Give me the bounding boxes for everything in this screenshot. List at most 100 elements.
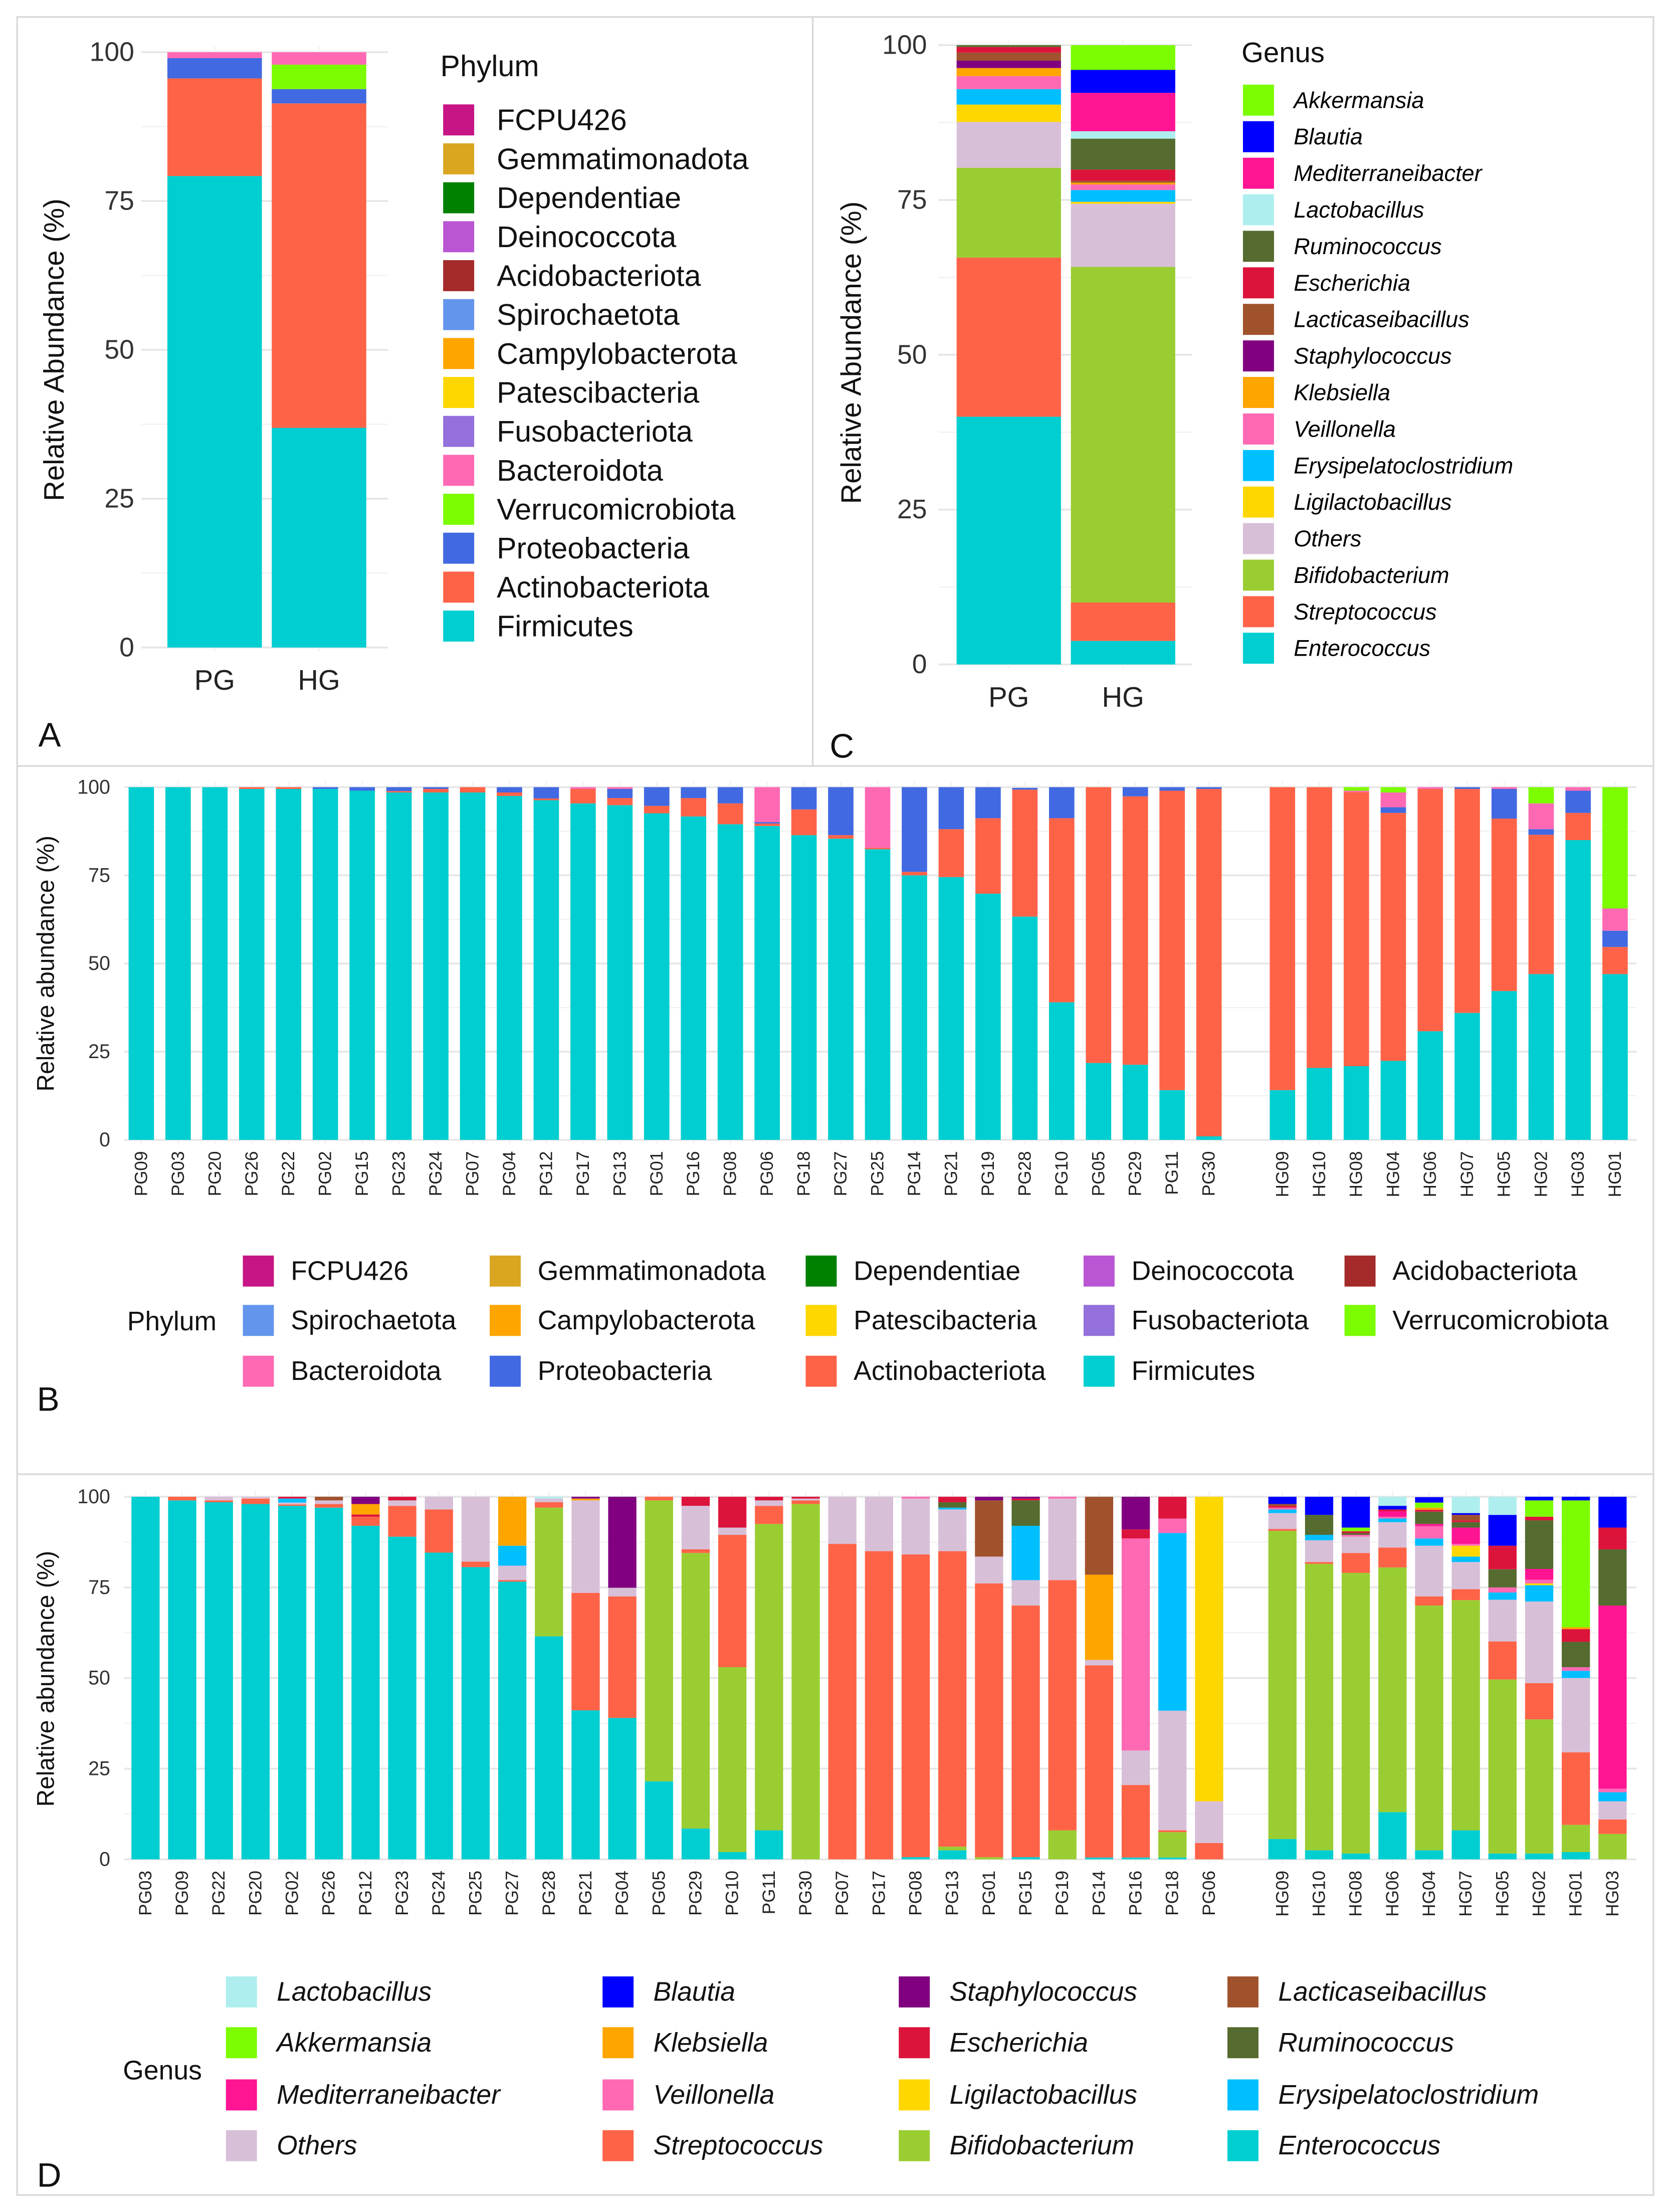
bar-segment-hg02-others: [1525, 1601, 1554, 1683]
bar-segment-hg01-akkermansia: [1562, 1500, 1590, 1628]
legend-key-akkermansia: [226, 2027, 257, 2059]
legend-label: Acidobacteriota: [497, 259, 701, 292]
bar-segment-pg27-actinobacteriota: [828, 835, 854, 839]
x-tick-label: PG25: [466, 1871, 485, 1916]
legend-item-lactobacillus: Lactobacillus: [226, 1976, 432, 2007]
bar-segment-hg02-mediterraneibacter: [1525, 1569, 1554, 1580]
legend-item-patescibacteria: Patescibacteria: [443, 375, 699, 409]
bar-segment-pg18-firmicutes: [791, 835, 817, 1140]
x-tick-label: PG21: [576, 1871, 595, 1916]
bar-segment-hg07-lactobacillus: [1451, 1497, 1480, 1513]
bar-segment-pg18-veillonella: [1158, 1518, 1187, 1533]
bar-segment-hg02-actinobacteriota: [1528, 835, 1554, 974]
bar-segment-pg14-lacticaseibacillus: [1085, 1497, 1114, 1575]
bar-segment-hg-blautia: [1071, 70, 1175, 93]
bar-segment-hg06-blautia: [1378, 1506, 1407, 1510]
bar-segment-pg19-actinobacteriota: [975, 818, 1001, 894]
bar-segment-hg02-bifidobacterium: [1525, 1719, 1554, 1854]
x-tick-label: HG02: [1529, 1871, 1549, 1917]
panel-label-c: C: [829, 727, 854, 765]
x-tick-label: PG22: [279, 1151, 298, 1196]
legend-label: Enterococcus: [1278, 2131, 1440, 2160]
bar-segment-hg09-actinobacteriota: [1270, 787, 1296, 1090]
bar-segment-hg09-bifidobacterium: [1268, 1531, 1297, 1839]
x-tick-label: PG07: [463, 1151, 483, 1196]
bar-segment-pg02-escherichia: [278, 1497, 307, 1499]
legend-key-staphylococcus: [899, 1976, 930, 2007]
bar-segment-hg02-ligilactobacillus: [1525, 1583, 1554, 1585]
bar-segment-hg04-streptococcus: [1415, 1596, 1443, 1606]
bar-segment-hg07-actinobacteriota: [1454, 788, 1480, 1013]
y-tick-label: 75: [88, 1576, 110, 1598]
legend-key-blautia: [602, 1976, 634, 2007]
bar-segment-hg02-ruminococcus: [1525, 1520, 1554, 1569]
bar-segment-hg-lactobacillus: [1071, 131, 1175, 139]
bar-segment-hg07-erysipelatoclostridium: [1451, 1556, 1480, 1562]
bar-segment-pg12-proteobacteria: [533, 787, 559, 798]
x-tick-label: PG16: [1126, 1871, 1146, 1916]
bar-segment-hg07-enterococcus: [1451, 1830, 1480, 1860]
bar-segment-pg18-enterococcus: [1158, 1857, 1187, 1860]
x-tick-label: PG20: [246, 1871, 265, 1916]
x-tick-label: HG10: [1309, 1871, 1329, 1917]
x-tick-label: PG05: [649, 1871, 669, 1916]
legend-item-klebsiella: Klebsiella: [602, 2027, 768, 2059]
x-tick-label: HG04: [1383, 1151, 1403, 1197]
bar-segment-pg19-others: [1048, 1498, 1077, 1580]
bar-segment-hg01-verrucomicrobiota: [1602, 787, 1628, 909]
legend-label: Veillonella: [654, 2080, 775, 2110]
bar-segment-pg26-enterococcus: [315, 1507, 343, 1860]
legend-label: Lactobacillus: [1294, 197, 1424, 223]
bar-segment-pg28-others: [535, 1498, 563, 1502]
bar-segment-hg-lacticaseibacillus: [1071, 180, 1175, 183]
bar-segment-hg04-erysipelatoclostridium: [1415, 1538, 1443, 1546]
legend-label: Escherichia: [950, 2028, 1088, 2058]
bar-segment-pg02-firmicutes: [312, 788, 338, 1140]
bar-segment-hg01-escherichia: [1562, 1629, 1590, 1642]
panel-a-legend-title: Phylum: [441, 49, 539, 83]
x-tick-label: PG29: [686, 1871, 705, 1916]
bar-segment-hg06-veillonella: [1378, 1516, 1407, 1519]
bar-segment-pg02-erysipelatoclostridium: [278, 1498, 307, 1503]
bar-segment-pg27-klebsiella: [498, 1497, 527, 1546]
legend-item-acidobacteriota: Acidobacteriota: [1344, 1255, 1577, 1287]
bar-segment-hg04-verrucomicrobiota: [1380, 787, 1406, 792]
bar-segment-pg15-escherichia: [1011, 1498, 1040, 1501]
legend-key-lactobacillus: [1242, 194, 1274, 226]
x-tick-label: HG06: [1420, 1151, 1440, 1197]
bar-segment-pg30-escherichia: [791, 1497, 820, 1499]
legend-key-verrucomicrobiota: [1344, 1305, 1376, 1336]
bar-segment-hg10-others: [1305, 1540, 1334, 1562]
x-tick-label: PG03: [136, 1871, 155, 1916]
bar-segment-pg11-enterococcus: [755, 1830, 783, 1860]
bar-segment-pg27-streptococcus: [498, 1580, 527, 1582]
bar-segment-pg30-proteobacteria: [1196, 787, 1222, 789]
legend-label: Ligilactobacillus: [950, 2080, 1138, 2110]
x-tick-label: HG03: [1568, 1151, 1588, 1197]
legend-key-fusobacteriota: [443, 416, 475, 447]
bar-segment-pg13-proteobacteria: [607, 788, 633, 798]
legend-key-erysipelatoclostridium: [1227, 2079, 1259, 2111]
legend-label: Firmicutes: [497, 610, 634, 643]
legend-key-ligilactobacillus: [1242, 486, 1274, 518]
legend-key-campylobacterota: [490, 1305, 521, 1336]
legend-key-ruminococcus: [1227, 2027, 1259, 2059]
x-tick-label: PG17: [573, 1151, 593, 1196]
legend-key-actinobacteriota: [805, 1355, 837, 1387]
x-tick-label: PG02: [316, 1151, 335, 1196]
bar-segment-hg07-firmicutes: [1454, 1013, 1480, 1140]
bar-segment-hg08-actinobacteriota: [1343, 792, 1369, 1066]
bar-segment-pg06-bacteroidota: [754, 787, 780, 823]
bar-segment-pg04-firmicutes: [497, 796, 522, 1140]
x-tick-label: PG23: [389, 1151, 409, 1196]
bar-segment-pg25-enterococcus: [461, 1567, 490, 1860]
bar-segment-pg04-actinobacteriota: [497, 792, 522, 796]
bar-segment-pg12-escherichia: [351, 1514, 380, 1517]
legend-item-lactobacillus: Lactobacillus: [1242, 194, 1424, 226]
legend-label: Deinococcota: [1132, 1256, 1294, 1286]
bar-segment-pg15-ruminococcus: [1011, 1500, 1040, 1526]
bar-segment-hg04-veillonella: [1415, 1526, 1443, 1539]
bar-segment-hg05-enterococcus: [1488, 1853, 1517, 1860]
bar-segment-pg28-bifidobacterium: [535, 1507, 563, 1637]
x-tick-label: HG08: [1346, 1871, 1366, 1917]
